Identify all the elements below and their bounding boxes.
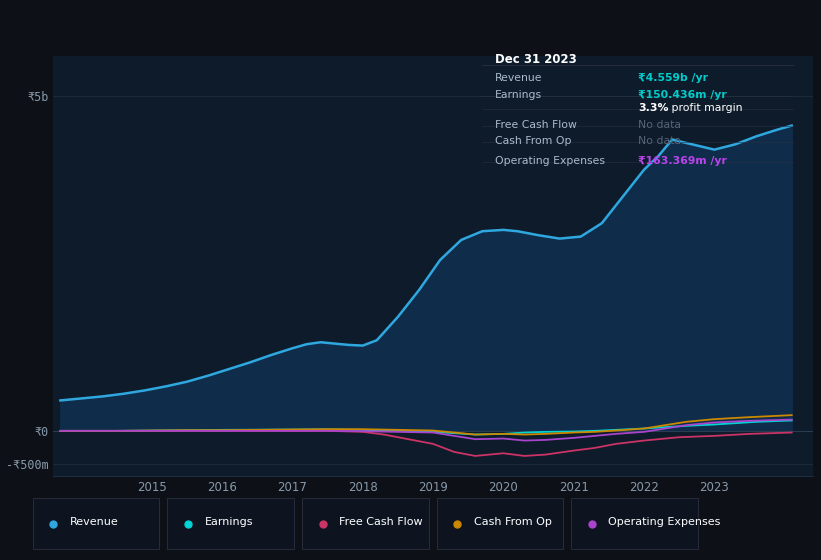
Text: Operating Expenses: Operating Expenses xyxy=(495,156,605,166)
Text: profit margin: profit margin xyxy=(667,103,742,113)
Text: Earnings: Earnings xyxy=(204,517,253,527)
Text: No data: No data xyxy=(638,136,681,146)
Text: ₹163.369m /yr: ₹163.369m /yr xyxy=(638,156,727,166)
Text: ₹4.559b /yr: ₹4.559b /yr xyxy=(638,73,709,83)
Text: Operating Expenses: Operating Expenses xyxy=(608,517,721,527)
Text: Free Cash Flow: Free Cash Flow xyxy=(495,120,577,130)
Text: Revenue: Revenue xyxy=(70,517,118,527)
Text: No data: No data xyxy=(638,120,681,130)
Text: Cash From Op: Cash From Op xyxy=(495,136,571,146)
FancyBboxPatch shape xyxy=(571,498,698,549)
FancyBboxPatch shape xyxy=(33,498,159,549)
Text: ₹150.436m /yr: ₹150.436m /yr xyxy=(638,90,727,100)
Text: Free Cash Flow: Free Cash Flow xyxy=(339,517,423,527)
Text: Earnings: Earnings xyxy=(495,90,542,100)
Text: Cash From Op: Cash From Op xyxy=(474,517,552,527)
Text: Dec 31 2023: Dec 31 2023 xyxy=(495,53,576,66)
FancyBboxPatch shape xyxy=(437,498,563,549)
Text: 3.3%: 3.3% xyxy=(638,103,668,113)
FancyBboxPatch shape xyxy=(167,498,294,549)
Text: Revenue: Revenue xyxy=(495,73,543,83)
FancyBboxPatch shape xyxy=(302,498,429,549)
